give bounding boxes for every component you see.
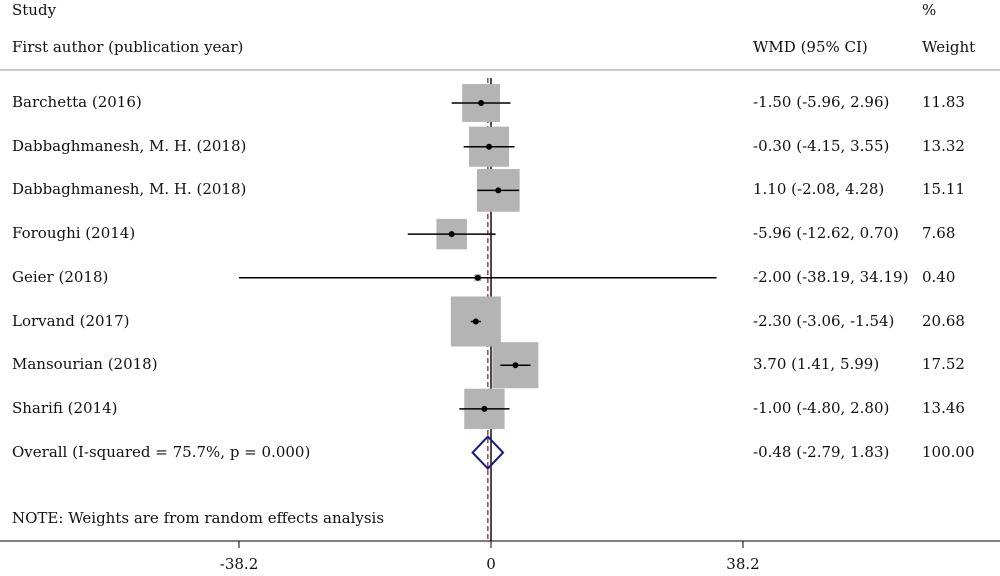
point-estimate <box>495 187 502 194</box>
study-weight: 11.83 <box>922 93 965 111</box>
header-study-top: Study <box>12 1 57 19</box>
header-study: First author (publication year) <box>12 38 244 56</box>
point-estimate <box>448 231 455 238</box>
note-text: NOTE: Weights are from random effects an… <box>12 509 385 527</box>
study-ci: 3.70 (1.41, 5.99) <box>753 355 880 374</box>
study-label: Geier (2018) <box>12 267 109 286</box>
point-estimate <box>472 318 479 325</box>
study-label: Lorvand (2017) <box>12 311 130 330</box>
overall-label: Overall (I-squared = 75.7%, p = 0.000) <box>12 442 311 461</box>
overall-ci: -0.48 (-2.79, 1.83) <box>753 442 890 461</box>
point-estimate <box>512 362 519 369</box>
study-weight: 13.46 <box>922 398 965 417</box>
study-weight: 17.52 <box>922 355 965 374</box>
point-estimate <box>478 100 485 106</box>
point-estimate <box>486 143 493 150</box>
study-ci: -0.30 (-4.15, 3.55) <box>753 136 890 155</box>
study-weight: 15.11 <box>922 180 965 199</box>
study-label: Sharifi (2014) <box>12 398 118 417</box>
study-label: Foroughi (2014) <box>12 224 136 243</box>
study-ci: -1.00 (-4.80, 2.80) <box>753 398 890 417</box>
study-weight: 20.68 <box>922 311 965 330</box>
header-pct: % <box>922 1 937 19</box>
study-label: Dabbaghmanesh, M. H. (2018) <box>12 180 247 199</box>
study-ci: 1.10 (-2.08, 4.28) <box>753 180 885 199</box>
study-label: Dabbaghmanesh, M. H. (2018) <box>12 136 247 155</box>
header-weight: Weight <box>922 38 976 56</box>
x-tick-label: 38.2 <box>726 555 760 573</box>
study-label: Mansourian (2018) <box>12 355 158 374</box>
x-tick-label: -38.2 <box>219 555 259 573</box>
study-ci: -2.00 (-38.19, 34.19) <box>753 267 909 286</box>
x-tick-label: 0 <box>486 555 496 573</box>
overall-diamond <box>471 435 505 471</box>
study-weight: 7.68 <box>922 224 956 243</box>
study-label: Barchetta (2016) <box>12 93 142 111</box>
study-ci: -1.50 (-5.96, 2.96) <box>753 93 890 111</box>
header-wmd: WMD (95% CI) <box>753 38 868 56</box>
point-estimate <box>481 405 488 412</box>
overall-weight: 100.00 <box>922 442 975 461</box>
study-weight: 0.40 <box>922 267 956 286</box>
study-ci: -2.30 (-3.06, -1.54) <box>753 311 895 330</box>
study-ci: -5.96 (-12.62, 0.70) <box>753 224 899 243</box>
study-weight: 13.32 <box>922 136 965 155</box>
point-estimate <box>474 274 481 281</box>
